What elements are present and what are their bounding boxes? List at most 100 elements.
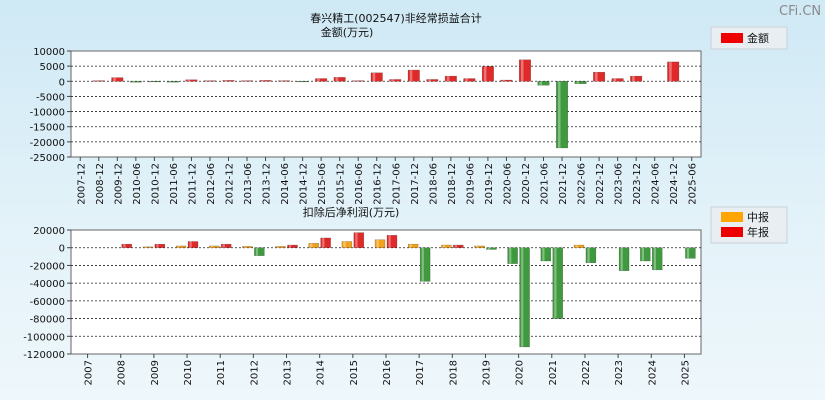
x-tick-label: 2023-12 [632,163,643,205]
chart-2-bar-annual [685,247,696,259]
chart-1-bar-highlight [446,76,450,82]
chart-2-bar-annual-highlight [454,245,457,248]
chart-1-bar-highlight [94,80,98,82]
chart-2-bar-annual [453,244,464,248]
chart-1-bar [203,80,216,82]
chart-2-bar-mid-highlight [210,245,213,248]
chart-2-bar-mid [540,247,552,262]
chart-2-bar-annual [154,243,166,248]
x-tick-label: 2016-06 [354,163,365,205]
chart-2-bar-mid [209,245,220,248]
chart-2-bar-mid-highlight [509,247,512,264]
x-tick-label: 2015 [349,360,360,385]
chart-1-bar-highlight [224,80,228,82]
chart-2-bar-mid [640,247,651,262]
chart-2-bar-annual-highlight [653,247,656,270]
chart-1-bar [426,79,439,82]
y-tick-label: -60000 [30,297,65,308]
chart-1-title: 春兴精工(002547)非经常损益合计 [310,11,482,25]
chart-2-x-axis: 2007 2008 2009 2010 2011 2012 2013 2014 2015 2016… [84,354,691,385]
chart-2-bar-mid-highlight [575,245,578,248]
x-tick-label: 2018 [448,360,459,385]
x-tick-label: 2025-06 [688,163,699,205]
chart-2-bar-mid [142,246,154,248]
x-tick-label: 2024 [647,360,658,385]
chart-1-bar [407,69,420,82]
chart-2-bar-mid-highlight [442,245,446,248]
x-tick-label: 2022 [581,360,592,385]
chart-1-bar-highlight [261,80,265,82]
chart-1-bar [278,80,291,82]
chart-2-bar-mid [175,245,187,248]
x-tick-label: 2023 [614,360,625,385]
chart-1-bar [241,80,254,82]
x-tick-label: 2020-06 [502,163,513,205]
chart-2-legend-swatch-annual [721,227,743,237]
chart-2-bar-mid-highlight [542,247,545,261]
y-tick-label: -25000 [30,153,65,164]
x-tick-label: 2021 [548,360,559,385]
chart-1-bar-highlight [391,79,394,82]
chart-1-bar [370,72,383,82]
chart-1-bar-highlight [280,80,283,82]
chart-1-legend-box [710,26,788,50]
chart-1-bar [185,79,198,82]
chart-1-legend-swatch [721,33,743,43]
x-tick-label: 2007-12 [76,163,87,205]
chart-2-bar-annual-highlight [554,247,557,319]
chart-2-bar-mid [242,246,253,248]
chart-1-bar [500,79,513,82]
chart-2-bar-mid-highlight [343,241,346,248]
chart-1-bar-highlight [669,61,672,82]
x-tick-label: 2013 [283,360,294,385]
chart-2-bar-mid-highlight [177,245,180,248]
chart-2-bar-annual [187,241,199,248]
x-tick-label: 2014 [316,360,327,385]
y-tick-label: -5000 [36,92,65,103]
chart-2-bar-annual-highlight [156,244,159,248]
x-tick-label: 2011 [216,360,227,385]
x-tick-label: 2012 [249,360,260,385]
chart-1-bar-highlight [632,76,635,82]
x-tick-label: 2019 [481,360,492,385]
x-tick-label: 2021-12 [558,163,569,205]
chart-1-bar-highlight [483,66,487,82]
chart-2-bar-annual-highlight [289,245,292,248]
x-tick-label: 2016-12 [373,163,384,205]
chart-2-bar-mid-highlight [310,243,313,248]
chart-1-bar-highlight [520,59,524,82]
chart-2-bar-mid-highlight [641,247,644,261]
chart-2-bar-annual [419,247,431,282]
chart-1-bar [593,71,606,82]
chart-1-bar-highlight [317,78,320,82]
chart-1-bar [333,77,346,82]
chart-2-bar-mid [573,244,585,248]
chart-1-bar-highlight [576,81,580,84]
x-tick-label: 2020 [515,360,526,385]
x-tick-label: 2019-12 [484,163,495,205]
y-tick-label: 20000 [33,226,65,237]
x-tick-label: 2009 [150,360,161,385]
chart-2-bar-mid-highlight [409,244,412,248]
y-tick-label: 5000 [40,62,65,73]
chart-2-bar-annual-highlight [686,247,690,259]
chart-2-bar-mid [374,239,386,248]
chart-2-bar-mid-highlight [144,246,147,248]
chart-2-bar-mid [474,245,485,248]
chart-2-bar-annual-highlight [255,247,259,256]
chart-1-bar-highlight [131,81,135,83]
x-tick-label: 2024-06 [651,163,662,205]
chart-2-bar-annual-highlight [620,247,623,271]
chart-1-legend: 金额 [710,26,788,50]
x-tick-label: 2010-06 [132,163,143,205]
x-tick-label: 2017-12 [410,163,421,205]
chart-1-bar-highlight [205,80,209,82]
chart-2-bar-annual-highlight [355,232,358,248]
chart-2-bar-annual-highlight [421,247,424,282]
chart-1-bar-highlight [465,78,468,82]
chart-2-bar-mid-highlight [277,246,280,248]
chart-2-bar-annual [220,243,232,248]
x-tick-label: 2022-12 [595,163,606,205]
chart-2-bar-mid [275,246,286,248]
